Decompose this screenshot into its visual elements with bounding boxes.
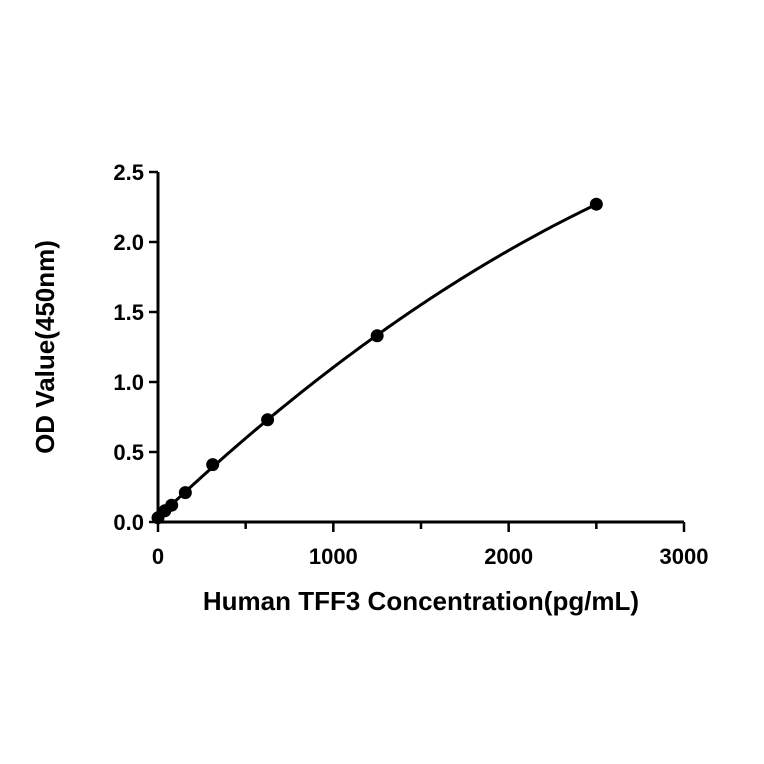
data-point — [261, 413, 275, 427]
y-axis-title: OD Value(450nm) — [30, 240, 60, 454]
data-point — [206, 458, 220, 472]
data-point — [589, 197, 603, 211]
x-tick-label: 1000 — [309, 544, 358, 569]
data-point — [370, 329, 384, 343]
x-tick-label: 0 — [152, 544, 164, 569]
x-tick-label: 3000 — [660, 544, 709, 569]
y-tick-label: 2.0 — [113, 230, 144, 255]
y-tick-label: 0.0 — [113, 510, 144, 535]
ticks: 0.0 0.5 1.0 1.5 2.0 2.5 0 1000 2000 3000 — [113, 160, 708, 569]
x-axis-title: Human TFF3 Concentration(pg/mL) — [203, 586, 639, 616]
axes — [156, 172, 684, 524]
y-tick-label: 0.5 — [113, 440, 144, 465]
data-points — [151, 197, 603, 525]
y-tick-label: 2.5 — [113, 160, 144, 185]
fit-curve-layer — [156, 203, 597, 519]
x-tick-label: 2000 — [484, 544, 533, 569]
data-point — [165, 498, 179, 512]
y-tick-label: 1.5 — [113, 300, 144, 325]
y-tick-label: 1.0 — [113, 370, 144, 395]
data-point — [178, 486, 192, 500]
fit-curve-line — [156, 203, 597, 519]
